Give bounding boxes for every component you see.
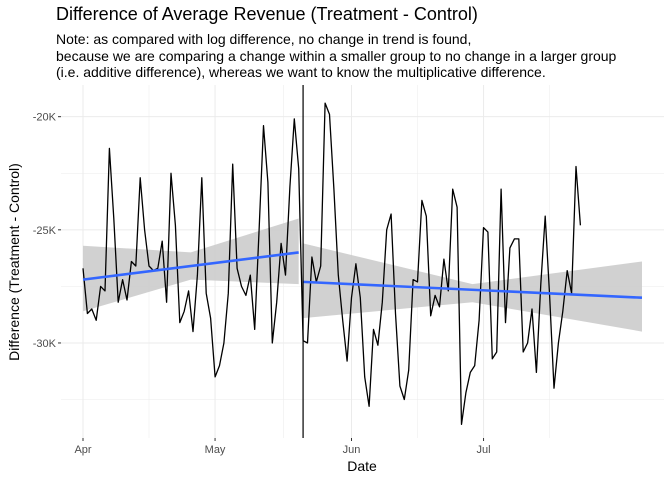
y-tick-label: -30K [33, 338, 57, 350]
subtitle-line-3: (i.e. additive difference), whereas we w… [56, 64, 546, 80]
subtitle-line-1: Note: as compared with log difference, n… [56, 31, 472, 47]
y-axis-title: Difference (Treatment - Control) [6, 163, 22, 361]
y-tick-label: -20K [33, 112, 57, 124]
trend-lines [82, 251, 643, 300]
trend-line-2 [303, 280, 643, 300]
chart-title: Difference of Average Revenue (Treatment… [56, 4, 478, 24]
series-layer [82, 102, 582, 426]
x-tick-label: May [205, 444, 226, 456]
series-line-1 [82, 102, 582, 426]
subtitle-line-2: because we are comparing a change within… [56, 47, 617, 64]
y-tick-label: -25K [33, 225, 57, 237]
chart-subtitle: Note: as compared with log difference, n… [56, 31, 616, 81]
x-tick-label: Apr [74, 444, 91, 456]
x-axis-title: Date [347, 458, 377, 474]
x-tick-label: Jun [343, 444, 361, 456]
confidence-band-2 [303, 243, 642, 332]
x-axis-ticks: Apr May Jun Jul [74, 438, 491, 456]
x-tick-label: Jul [477, 444, 491, 456]
trend-line-1 [82, 251, 299, 281]
y-axis-ticks: -20K -25K -30K [33, 112, 61, 350]
